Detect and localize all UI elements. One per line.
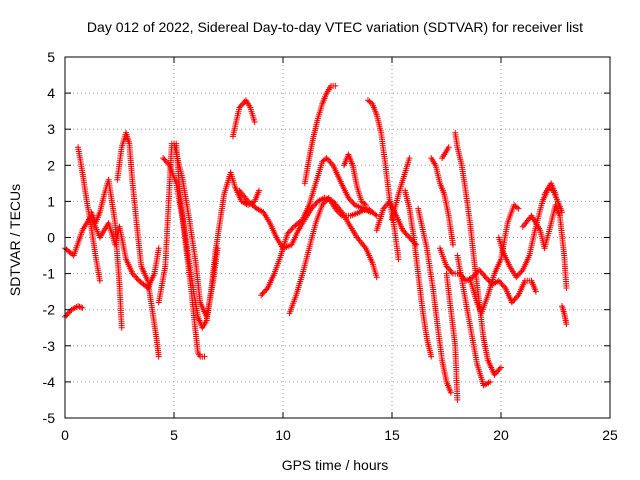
data-marker	[75, 144, 103, 284]
data-marker	[439, 144, 452, 162]
grid	[65, 57, 610, 418]
data-points	[62, 82, 570, 403]
data-marker	[415, 205, 454, 396]
y-tick-label: 2	[47, 157, 55, 173]
data-marker	[171, 140, 221, 320]
data-marker	[62, 303, 86, 320]
data-series-trace-2	[62, 303, 86, 320]
data-marker	[341, 151, 369, 208]
y-tick-label: 3	[47, 121, 55, 137]
data-marker	[160, 155, 208, 360]
data-marker	[454, 252, 494, 389]
y-tick-label: 5	[47, 49, 55, 65]
data-series-trace-8	[171, 140, 221, 320]
data-series-trace-20	[428, 155, 456, 248]
data-series-trace-14	[341, 151, 369, 208]
data-series-trace-11	[258, 155, 374, 299]
data-series-trace-19	[415, 205, 454, 396]
data-series-trace-5	[114, 129, 162, 360]
y-tick-label: -1	[43, 266, 56, 282]
y-tick-label: 0	[47, 230, 55, 246]
data-series-trace-12	[286, 194, 380, 317]
data-marker	[443, 270, 461, 403]
x-tick-label: 5	[170, 427, 178, 443]
data-series-trace-30	[559, 303, 570, 328]
y-axis-label: SDTVAR / TECUs	[7, 184, 23, 296]
x-axis-label: GPS time / hours	[282, 457, 389, 473]
data-series-trace-25	[454, 252, 494, 389]
data-series-trace-3	[75, 144, 103, 284]
data-series-trace-15	[365, 97, 402, 263]
ticks: 0 5 10 15 20 25 -5 -4 -3 -2 -1 0 1 2 3 4 5	[43, 49, 618, 443]
data-marker	[365, 97, 402, 263]
x-tick-label: 25	[602, 427, 618, 443]
y-tick-label: -3	[43, 338, 56, 354]
x-tick-label: 15	[384, 427, 400, 443]
data-series-trace-29	[541, 180, 559, 198]
data-series-trace-4	[88, 176, 125, 331]
data-series-trace-23	[443, 270, 461, 403]
data-series-trace-24	[439, 144, 452, 162]
data-marker	[452, 129, 504, 378]
data-series-trace-18	[389, 155, 413, 223]
y-tick-label: -5	[43, 410, 56, 426]
data-marker	[229, 97, 258, 140]
data-series-trace-13	[301, 82, 339, 187]
data-marker	[114, 129, 162, 360]
data-marker	[541, 180, 559, 198]
data-marker	[519, 202, 570, 291]
data-series-trace-7	[160, 155, 208, 360]
data-series-trace-10	[236, 187, 380, 281]
chart-title: Day 012 of 2022, Sidereal Day-to-day VTE…	[87, 19, 583, 35]
y-tick-label: -4	[43, 374, 56, 390]
data-marker	[428, 155, 456, 248]
x-tick-label: 10	[275, 427, 291, 443]
data-series-trace-17	[402, 187, 435, 360]
x-tick-label: 0	[61, 427, 69, 443]
x-tick-label: 20	[493, 427, 509, 443]
data-marker	[559, 303, 570, 328]
data-marker	[389, 155, 413, 223]
data-series-trace-9	[229, 97, 258, 140]
data-marker	[286, 194, 380, 317]
data-marker	[88, 176, 125, 331]
y-tick-label: 1	[47, 193, 55, 209]
data-series-trace-28	[519, 202, 570, 291]
y-tick-label: -2	[43, 302, 56, 318]
data-series-trace-22	[452, 129, 504, 378]
y-tick-label: 4	[47, 85, 55, 101]
data-marker	[258, 155, 374, 299]
data-marker	[301, 82, 339, 187]
data-marker	[236, 187, 380, 281]
data-marker	[402, 187, 435, 360]
